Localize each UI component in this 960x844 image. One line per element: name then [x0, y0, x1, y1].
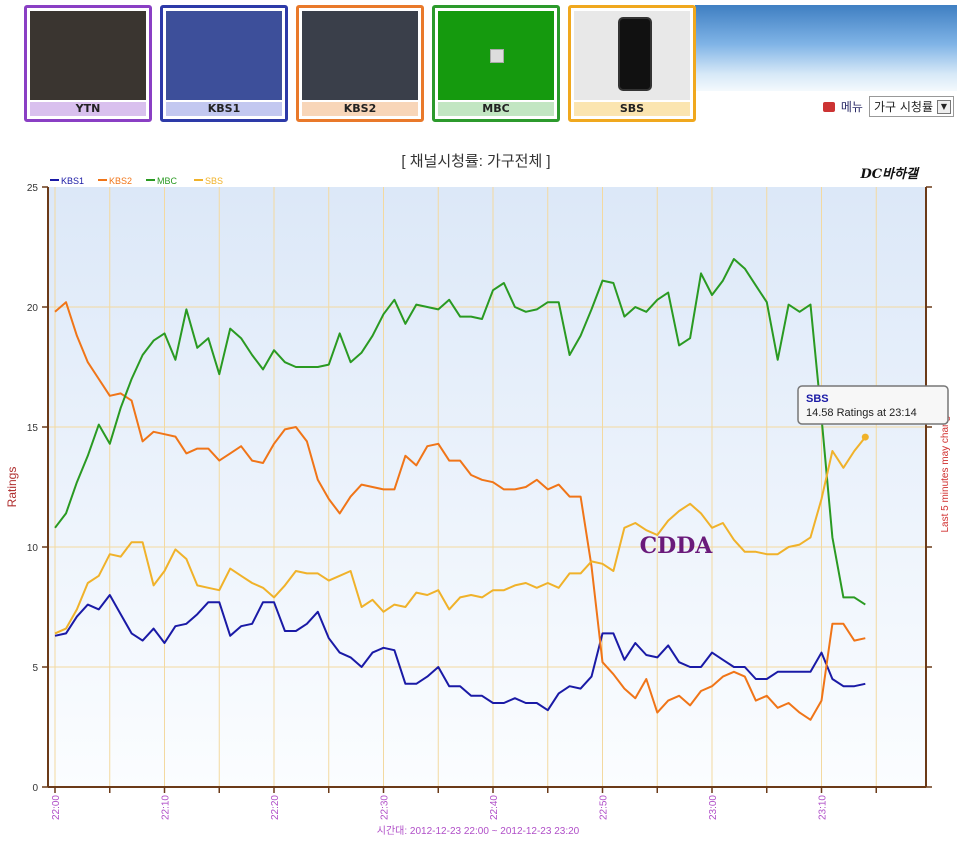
series-line-mbc — [54, 258, 866, 606]
series-line-kbs1 — [54, 594, 866, 712]
channel-thumb-ytn[interactable]: YTN — [24, 5, 152, 122]
channel-label: YTN — [30, 102, 146, 116]
series-line-sbs — [54, 436, 867, 635]
x-axis-label: 시간대: 2012-12-23 22:00 ~ 2012-12-23 23:20 — [377, 825, 580, 837]
y-tick-label: 10 — [27, 543, 39, 554]
y-tick-label: 5 — [32, 663, 38, 674]
channel-thumb-mbc[interactable]: MBC — [432, 5, 560, 122]
tooltip-series: SBS — [806, 393, 829, 405]
tooltip-box — [797, 385, 949, 425]
x-tick-label: 22:50 — [599, 795, 610, 820]
controls-row: 메뉴 가구 시청률 ▼ — [822, 96, 954, 117]
menu-icon[interactable] — [822, 101, 835, 112]
watermark-text: DC바하갤 — [859, 166, 920, 182]
channel-label: KBS2 — [302, 102, 418, 116]
cdda-annotation: CDDA — [640, 533, 714, 559]
highlighted-data-point — [861, 433, 869, 441]
y-tick-label: 0 — [32, 783, 38, 794]
tooltip-text: 14.58 Ratings at 23:14 — [806, 407, 917, 419]
phone-image — [618, 17, 652, 91]
y-axis-label: Ratings — [5, 467, 19, 508]
select-value: 가구 시청률 — [873, 100, 933, 114]
x-tick-label: 23:00 — [708, 795, 719, 820]
channel-label: SBS — [574, 102, 690, 116]
x-tick-label: 22:20 — [270, 795, 281, 820]
legend-label-kbs1: KBS1 — [61, 176, 84, 186]
menu-label[interactable]: 메뉴 — [840, 100, 863, 114]
channel-thumb-kbs1[interactable]: KBS1 — [160, 5, 288, 122]
x-tick-label: 22:10 — [161, 795, 172, 820]
plot-area — [48, 187, 926, 787]
channel-label: MBC — [438, 102, 554, 116]
channel-screen — [302, 11, 418, 100]
y-tick-label: 15 — [27, 423, 39, 434]
channel-screen — [166, 11, 282, 100]
channel-screen — [574, 11, 690, 100]
channel-thumb-sbs[interactable]: SBS — [568, 5, 696, 122]
sky-banner — [695, 5, 957, 91]
right-axis-label: Last 5 minutes may change. — [940, 407, 951, 532]
rating-type-select[interactable]: 가구 시청률 ▼ — [868, 96, 954, 117]
legend-label-kbs2: KBS2 — [109, 176, 132, 186]
broken-image-icon — [490, 49, 504, 63]
chart-title: [ 채널시청률: 가구전체 ] — [401, 153, 550, 170]
x-tick-label: 22:30 — [380, 795, 391, 820]
legend-label-mbc: MBC — [157, 176, 178, 186]
legend-label-sbs: SBS — [205, 176, 223, 186]
x-tick-label: 22:00 — [51, 795, 62, 820]
ratings-chart: 0 5 10 15 20 25 22:00 22:10 22:20 22:30 22:40 22:50… — [5, 153, 951, 837]
x-tick-label: 22:40 — [489, 795, 500, 820]
channel-label: KBS1 — [166, 102, 282, 116]
y-tick-label: 20 — [27, 303, 39, 314]
channel-thumb-kbs2[interactable]: KBS2 — [296, 5, 424, 122]
channel-screen — [438, 11, 554, 100]
series-line-kbs2 — [54, 301, 866, 721]
chevron-down-icon[interactable]: ▼ — [937, 99, 951, 114]
channel-screen — [30, 11, 146, 100]
x-tick-label: 23:10 — [818, 795, 829, 820]
y-tick-label: 25 — [27, 183, 39, 194]
